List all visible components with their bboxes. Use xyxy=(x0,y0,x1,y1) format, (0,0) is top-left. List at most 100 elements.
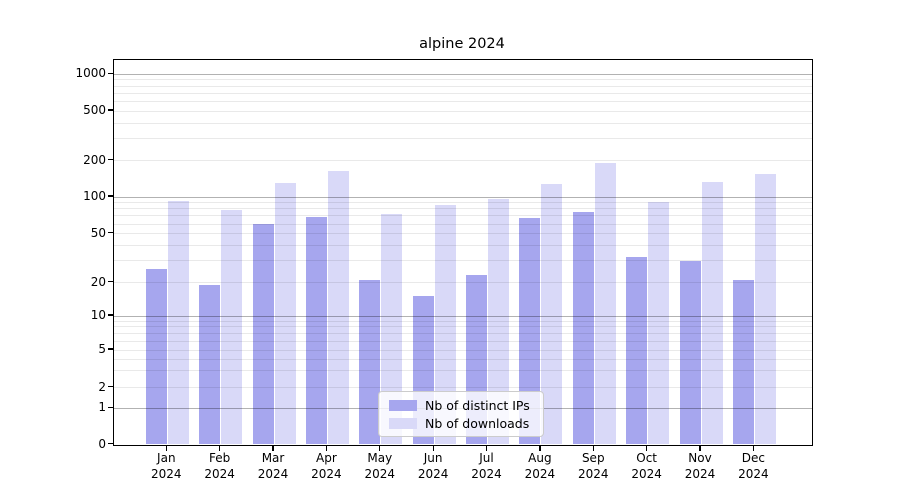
bar-distinct-ips-may xyxy=(359,279,381,445)
bar-downloads-dec xyxy=(754,173,776,445)
bar-distinct-ips-nov xyxy=(679,260,701,445)
bar-downloads-may xyxy=(381,214,403,445)
y-tick-label-10: 10 xyxy=(90,308,106,322)
y-tick-label-5: 5 xyxy=(98,342,106,356)
bar-downloads-aug xyxy=(541,184,563,445)
y-tick-mark-200 xyxy=(108,158,113,161)
y-tick-label-500: 500 xyxy=(83,103,106,117)
y-tick-label-0: 0 xyxy=(98,436,106,451)
x-tick-month: Sep xyxy=(581,450,605,465)
legend-label-downloads: Nb of downloads xyxy=(425,415,530,431)
y-tick-label-1000: 1000 xyxy=(75,66,106,81)
x-tick-mark-jan xyxy=(165,446,167,452)
bar-downloads-mar xyxy=(274,182,296,445)
x-tick-label-sep: Sep 2024 xyxy=(563,450,623,483)
x-tick-month: Aug xyxy=(528,450,552,465)
x-tick-year: 2024 xyxy=(311,467,342,481)
x-tick-label-may: May 2024 xyxy=(350,450,410,483)
x-tick-year: 2024 xyxy=(577,467,609,481)
x-tick-month: Oct xyxy=(636,450,657,465)
bar-downloads-feb xyxy=(221,210,243,445)
x-tick-label-aug: Aug 2024 xyxy=(510,450,570,483)
x-tick-mark-jul xyxy=(485,446,488,452)
legend-item-distinct-ips: Nb of distinct IPs xyxy=(379,398,543,413)
y-tick-label-50: 50 xyxy=(90,225,106,240)
bar-downloads-jun xyxy=(434,204,456,445)
y-tick-label-20: 20 xyxy=(90,274,106,289)
x-tick-year: 2024 xyxy=(151,467,182,481)
y-tick-label-2: 2 xyxy=(98,379,106,394)
x-tick-year: 2024 xyxy=(631,467,662,481)
bar-distinct-ips-mar xyxy=(252,224,274,445)
x-tick-month: Feb xyxy=(209,450,231,465)
legend-item-downloads: Nb of downloads xyxy=(379,416,543,431)
y-tick-mark-20 xyxy=(108,280,113,283)
x-tick-mark-nov xyxy=(699,446,701,452)
x-tick-month: Apr xyxy=(316,450,337,465)
x-tick-mark-jun xyxy=(432,446,434,452)
y-tick-mark-1 xyxy=(108,406,113,408)
bar-distinct-ips-jan xyxy=(145,268,167,445)
x-tick-month: Dec xyxy=(741,450,765,465)
bar-downloads-sep xyxy=(594,163,616,445)
x-tick-mark-may xyxy=(379,446,381,452)
legend-swatch-distinct-ips xyxy=(389,399,417,411)
x-tick-mark-aug xyxy=(539,446,541,452)
x-tick-mark-apr xyxy=(325,446,328,452)
x-tick-month: Nov xyxy=(688,450,712,465)
y-tick-mark-10 xyxy=(108,314,113,316)
x-tick-mark-dec xyxy=(752,446,755,452)
y-tick-mark-5 xyxy=(108,348,113,350)
x-tick-month: Jan xyxy=(157,450,176,465)
plot-area xyxy=(113,59,813,446)
x-tick-label-dec: Dec 2024 xyxy=(723,450,783,483)
legend: Nb of distinct IPs Nb of downloads xyxy=(378,391,544,437)
bar-distinct-ips-apr xyxy=(305,217,327,445)
x-tick-label-jun: Jun 2024 xyxy=(403,450,463,483)
legend-label-distinct-ips: Nb of distinct IPs xyxy=(425,397,530,413)
bar-distinct-ips-dec xyxy=(732,279,754,445)
x-tick-year: 2024 xyxy=(524,467,556,481)
x-tick-label-jan: Jan 2024 xyxy=(136,450,196,483)
x-tick-month: Mar xyxy=(261,450,285,465)
x-tick-label-feb: Feb 2024 xyxy=(190,450,250,483)
bar-distinct-ips-sep xyxy=(572,212,594,445)
x-tick-month: Jun xyxy=(423,450,443,465)
legend-swatch-downloads xyxy=(389,417,417,429)
x-tick-year: 2024 xyxy=(257,467,289,481)
bar-downloads-jul xyxy=(488,199,510,445)
y-tick-mark-50 xyxy=(108,232,113,234)
y-tick-label-1: 1 xyxy=(98,400,106,415)
x-tick-year: 2024 xyxy=(204,467,235,481)
bar-distinct-ips-aug xyxy=(519,218,541,445)
x-tick-label-apr: Apr 2024 xyxy=(296,450,356,483)
chart-title: alpine 2024 xyxy=(419,36,505,52)
x-tick-mark-sep xyxy=(592,446,594,452)
x-tick-year: 2024 xyxy=(738,467,769,481)
bar-downloads-oct xyxy=(648,201,670,445)
x-tick-year: 2024 xyxy=(364,467,396,481)
y-tick-mark-500 xyxy=(108,109,113,111)
x-tick-year: 2024 xyxy=(471,467,502,481)
bar-distinct-ips-oct xyxy=(626,257,648,445)
x-tick-label-oct: Oct 2024 xyxy=(617,450,677,483)
x-tick-label-jul: Jul 2024 xyxy=(457,450,517,483)
bar-downloads-nov xyxy=(701,181,723,445)
y-tick-label-200: 200 xyxy=(83,152,106,167)
x-tick-month: Jul xyxy=(479,450,494,465)
x-tick-year: 2024 xyxy=(417,467,449,481)
x-tick-mark-mar xyxy=(272,446,274,452)
x-tick-month: May xyxy=(367,450,393,465)
x-tick-year: 2024 xyxy=(684,467,716,481)
y-tick-label-100: 100 xyxy=(83,189,106,203)
y-tick-mark-2 xyxy=(108,385,113,388)
y-tick-mark-1000 xyxy=(108,72,113,74)
y-tick-mark-0 xyxy=(108,442,113,445)
bar-distinct-ips-feb xyxy=(199,284,221,445)
x-tick-mark-oct xyxy=(645,446,648,452)
x-tick-label-mar: Mar 2024 xyxy=(243,450,303,483)
y-tick-mark-100 xyxy=(108,195,113,197)
bars-layer xyxy=(114,60,812,445)
x-tick-mark-feb xyxy=(219,446,221,452)
